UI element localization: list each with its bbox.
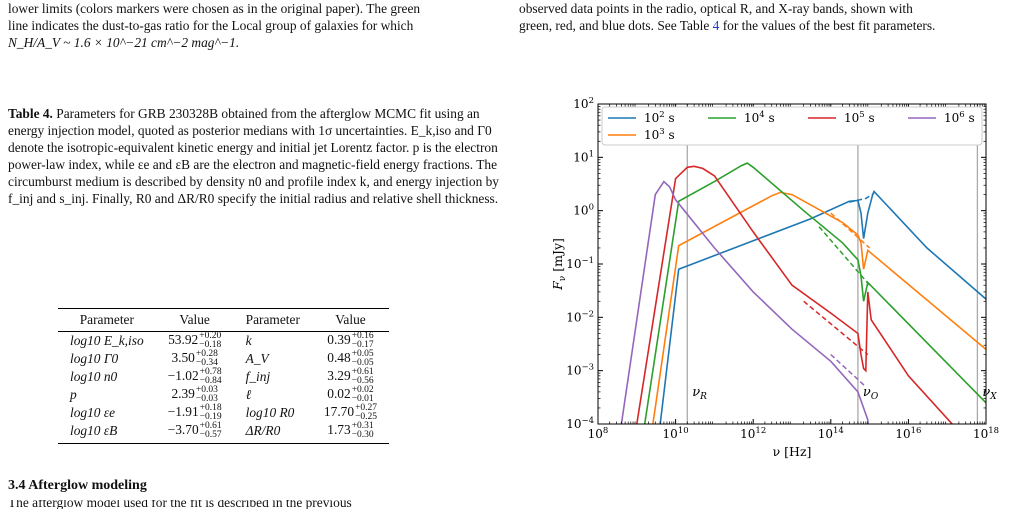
x-tick-label: 1010 <box>663 426 689 441</box>
y-tick-label: 10−1 <box>566 256 594 271</box>
parameter-cell: log10 E_k,iso <box>70 333 144 348</box>
legend-label: 103 s <box>644 127 675 142</box>
text-line: line indicates the dust-to-gas ratio for… <box>8 18 414 33</box>
value-cell: 1.73 +0.31 −0.30 <box>311 421 390 444</box>
section-heading: 3.4 Afterglow modeling <box>8 478 147 493</box>
series-line <box>643 162 986 424</box>
x-tick-label: 1014 <box>818 426 844 441</box>
column-header: Parameter <box>58 308 156 332</box>
band-marker-label: νO <box>863 385 879 402</box>
parameter-cell: f_inj <box>245 369 271 384</box>
text-line: lower limits (colors markers were chosen… <box>8 1 421 16</box>
series-dashed-line <box>830 212 871 249</box>
y-tick-label: 100 <box>573 203 594 218</box>
text-line: N_H/A_V ~ 1.6 × 10^−21 cm^−2 mag^−1. <box>8 35 240 50</box>
table-caption-label: Table 4. <box>8 106 53 121</box>
series-line <box>659 189 986 424</box>
value-cell: 0.39 +0.16 −0.17 <box>327 331 374 350</box>
table-caption-text: Parameters for GRB 230328B obtained from… <box>8 106 500 206</box>
parameter-cell: log10 R0 <box>245 405 295 420</box>
value-cell: 3.50 +0.28 −0.34 <box>171 349 218 368</box>
x-tick-label: 1016 <box>895 426 921 441</box>
right-column-text: observed data points in the radio, optic… <box>519 0 1019 34</box>
table-row: log10 Γ0 3.50 +0.28 −0.34 A_V 0.48 +0.05 −0.05 <box>58 349 389 368</box>
x-tick-label: 108 <box>588 426 609 441</box>
table-row: log10 εe −1.91 +0.18 −0.19 log10 R0 17.70 +0.2… <box>58 403 389 422</box>
table-row: log10 E_k,iso 53.92 +0.20 −0.18 k 0.39 +0.16 −0… <box>58 331 389 351</box>
table-row: p 2.39 +0.03 −0.03 ℓ 0.02 +0.02 −0.01 <box>58 385 389 404</box>
x-axis-label: ν [Hz] <box>773 444 812 459</box>
left-column-text: lower limits (colors markers were chosen… <box>8 0 501 51</box>
plot-frame <box>597 103 987 425</box>
parameter-cell: ΔR/R0 <box>233 422 312 444</box>
parameter-cell: log10 n0 <box>70 369 118 384</box>
cut-off-text: The afterglow model used for the fit is … <box>8 500 501 509</box>
text-line: green, red, and blue dots. See Table 4 f… <box>519 17 1019 34</box>
value-cell: 53.92 +0.20 −0.18 <box>168 331 222 350</box>
series-line <box>620 180 869 424</box>
text-segment: for the values of the best fit parameter… <box>719 18 936 33</box>
text-segment: green, red, and blue dots. See Table <box>519 18 713 33</box>
x-tick-label: 1018 <box>973 426 999 441</box>
value-cell: 0.02 +0.02 −0.01 <box>327 385 374 404</box>
y-tick-label: 102 <box>573 96 594 111</box>
parameter-cell: A_V <box>245 351 269 366</box>
value-cell: −3.70 +0.61 −0.57 <box>155 421 234 444</box>
value-cell: 3.29 +0.61 −0.56 <box>327 367 374 386</box>
series-dashed-line <box>818 226 871 286</box>
band-marker-label: νR <box>692 385 707 402</box>
parameter-cell: p <box>70 387 77 402</box>
value-cell: −1.02 +0.78 −0.84 <box>167 367 222 386</box>
value-cell: 0.48 +0.05 −0.05 <box>327 349 374 368</box>
parameter-cell: log10 εe <box>70 405 116 420</box>
y-tick-label: 10−4 <box>566 416 594 431</box>
table-header-row: Parameter Value Parameter Value <box>58 308 390 332</box>
series-dashed-line <box>803 300 869 356</box>
parameter-cell: log10 Γ0 <box>70 351 119 366</box>
text-line: observed data points in the radio, optic… <box>519 1 913 16</box>
parameter-cell: log10 εB <box>58 422 156 444</box>
value-cell: −1.91 +0.18 −0.19 <box>167 403 222 422</box>
legend-label: 106 s <box>944 110 975 125</box>
value-cell: 2.39 +0.03 −0.03 <box>171 385 218 404</box>
x-tick-label: 1012 <box>740 426 766 441</box>
y-tick-label: 10−3 <box>566 363 594 378</box>
legend-label: 102 s <box>644 110 675 125</box>
y-tick-label: 101 <box>573 149 594 164</box>
y-tick-label: 10−2 <box>566 309 594 324</box>
legend-label: 104 s <box>744 110 775 125</box>
value-cell: 17.70 +0.27 −0.25 <box>323 403 378 422</box>
table-row: log10 n0 −1.02 +0.78 −0.84 f_inj 3.29 +0.61 −0.… <box>58 367 389 386</box>
table-caption: Table 4. Parameters for GRB 230328B obta… <box>8 105 501 207</box>
column-header: Value <box>155 308 234 332</box>
y-axis-label: Fν [mJy] <box>550 238 568 291</box>
column-header: Parameter <box>233 308 312 332</box>
table-ref-link[interactable]: 4 <box>712 18 720 33</box>
column-header: Value <box>311 308 390 332</box>
series-line <box>636 165 954 424</box>
sed-chart: νR νO νX 108 1010 1012 1014 1016 1018 10−4 10−3 10−… <box>550 96 999 459</box>
parameter-cell: ℓ <box>245 387 252 402</box>
parameter-table: Parameter Value Parameter Value log10 E_… <box>58 308 390 444</box>
text-line: The afterglow model used for the fit is … <box>8 500 352 509</box>
parameter-cell: k <box>245 333 252 348</box>
legend-label: 105 s <box>844 110 875 125</box>
legend-box <box>601 106 983 146</box>
table-row: log10 εB −3.70 +0.61 −0.57 ΔR/R0 1.73 +0.31 −0.… <box>58 421 390 444</box>
band-marker-label: νX <box>982 385 997 402</box>
series-dashed-line <box>849 192 875 203</box>
